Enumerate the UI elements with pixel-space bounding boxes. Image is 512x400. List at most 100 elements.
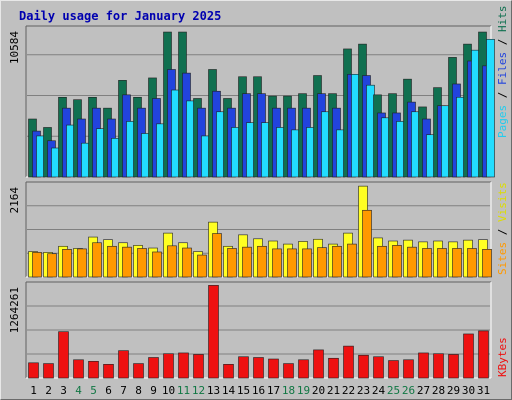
sites-bar-day-3 — [62, 249, 72, 278]
day-label-12: 12 — [192, 384, 205, 397]
kbytes-bar-day-5 — [88, 360, 99, 379]
kbytes-bar-day-24 — [373, 356, 384, 379]
kbytes-bar-day-2 — [43, 363, 54, 379]
day-label-9: 9 — [150, 384, 157, 397]
day-label-27: 27 — [417, 384, 430, 397]
kbytes-bar-day-23 — [358, 354, 369, 379]
day-label-18: 18 — [282, 384, 295, 397]
sites-bar-day-13 — [212, 233, 222, 278]
legend-part: KBytes — [496, 337, 509, 377]
sites-bar-day-30 — [467, 248, 477, 278]
sites-bar-day-2 — [47, 253, 57, 278]
kbytes-bar-day-18 — [283, 363, 294, 379]
day-label-14: 14 — [222, 384, 236, 397]
day-label-3: 3 — [60, 384, 67, 397]
sites-bar-day-26 — [407, 246, 417, 278]
day-label-1: 1 — [30, 384, 37, 397]
sites-bar-day-22 — [347, 243, 357, 278]
day-label-6: 6 — [105, 384, 112, 397]
kbytes-bar-day-31 — [478, 330, 489, 379]
sites-bar-day-27 — [422, 248, 432, 278]
kbytes-bar-day-11 — [178, 352, 189, 379]
legend-part: / — [496, 32, 509, 52]
day-label-22: 22 — [342, 384, 355, 397]
day-label-11: 11 — [177, 384, 190, 397]
kbytes-bar-day-15 — [238, 356, 249, 379]
sites-bar-day-12 — [197, 254, 207, 278]
day-label-16: 16 — [252, 384, 265, 397]
sites-bar-day-23 — [362, 209, 372, 278]
pages-bar-day-31 — [486, 38, 495, 178]
kbytes-bar-day-16 — [253, 357, 264, 379]
kbytes-bar-day-1 — [28, 362, 39, 379]
kbytes-bar-day-20 — [313, 349, 324, 379]
sites-bar-day-4 — [77, 248, 87, 278]
sites-bar-day-6 — [107, 245, 117, 278]
sites-bar-day-31 — [482, 249, 492, 278]
day-label-10: 10 — [162, 384, 175, 397]
kbytes_panel: 1264261 KBytes — [8, 281, 509, 379]
sites-bar-day-18 — [287, 248, 297, 278]
day-label-5: 5 — [90, 384, 97, 397]
legend-part: Visits — [496, 182, 509, 222]
kbytes-bar-day-3 — [58, 331, 69, 379]
sites-bar-day-19 — [302, 248, 312, 278]
day-label-26: 26 — [402, 384, 415, 397]
kbytes_panel-legend: KBytes — [496, 337, 509, 377]
day-label-2: 2 — [45, 384, 52, 397]
day-label-31: 31 — [477, 384, 490, 397]
day-label-7: 7 — [120, 384, 127, 397]
day-label-21: 21 — [327, 384, 340, 397]
kbytes-bar-day-7 — [118, 350, 129, 379]
sites-bar-day-7 — [122, 246, 132, 278]
sites-bar-day-15 — [242, 246, 252, 278]
legend-part: Sites — [496, 242, 509, 275]
sites-bar-day-17 — [272, 248, 282, 278]
kbytes-bar-day-21 — [328, 357, 339, 379]
sites-bar-day-5 — [92, 242, 102, 278]
visits_panel-ymax-label: 2164 — [8, 187, 21, 214]
legend-part: / — [496, 85, 509, 105]
sites-bar-day-20 — [317, 247, 327, 278]
day-label-4: 4 — [75, 384, 82, 397]
kbytes-bar-day-25 — [388, 360, 399, 379]
day-label-28: 28 — [432, 384, 445, 397]
kbytes-bar-day-6 — [103, 364, 114, 379]
kbytes_panel-ymax-label: 1264261 — [8, 287, 21, 333]
day-label-8: 8 — [135, 384, 142, 397]
sites-bar-day-1 — [32, 252, 42, 278]
day-label-13: 13 — [207, 384, 220, 397]
kbytes-bar-day-9 — [148, 357, 159, 379]
kbytes-bar-day-26 — [403, 359, 414, 379]
kbytes-bar-day-8 — [133, 363, 144, 379]
day-label-30: 30 — [462, 384, 475, 397]
day-label-19: 19 — [297, 384, 310, 397]
visits_panel-legend: Sites / Visits — [496, 182, 509, 275]
legend-part: Files — [496, 52, 509, 85]
sites-bar-day-14 — [227, 248, 237, 278]
kbytes-bar-day-10 — [163, 353, 174, 379]
chart-title: Daily usage for January 2025 — [19, 9, 221, 23]
kbytes-bar-day-27 — [418, 352, 429, 379]
kbytes-bar-day-19 — [298, 359, 309, 379]
kbytes-bar-day-28 — [433, 353, 444, 379]
kbytes-bar-day-30 — [463, 333, 474, 379]
sites-bar-day-8 — [137, 248, 147, 278]
legend-part: Hits — [496, 6, 509, 33]
kbytes-bar-day-12 — [193, 354, 204, 379]
sites-bar-day-29 — [452, 248, 462, 278]
sites-bar-day-21 — [332, 245, 342, 278]
kbytes-bar-day-14 — [223, 364, 234, 379]
day-label-17: 17 — [267, 384, 280, 397]
day-label-29: 29 — [447, 384, 460, 397]
sites-bar-day-10 — [167, 245, 177, 278]
kbytes-bar-day-4 — [73, 359, 84, 379]
sites-bar-day-28 — [437, 248, 447, 278]
legend-part: Pages — [496, 105, 509, 138]
kbytes-bar-day-29 — [448, 354, 459, 379]
kbytes-bar-day-22 — [343, 345, 354, 379]
day-label-25: 25 — [387, 384, 400, 397]
day-label-24: 24 — [372, 384, 386, 397]
